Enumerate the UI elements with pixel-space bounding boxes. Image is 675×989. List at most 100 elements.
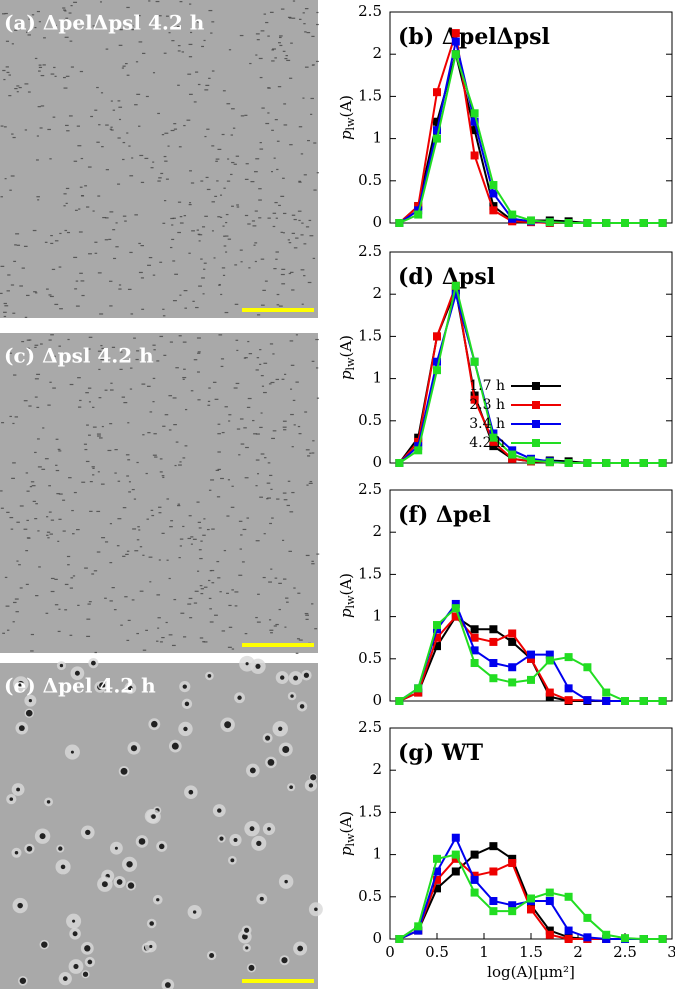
cell: [291, 289, 295, 291]
cell: [264, 280, 268, 282]
cell: [257, 593, 260, 595]
cell: [224, 406, 228, 408]
data-point: [489, 206, 498, 215]
cell: [182, 525, 185, 528]
cell: [208, 489, 212, 491]
cell: [67, 564, 70, 566]
cell: [41, 468, 46, 470]
cell: [107, 449, 112, 452]
cell: [177, 84, 180, 86]
cell: [272, 48, 277, 50]
cell: [244, 927, 250, 933]
cell: [255, 433, 260, 435]
cell: [91, 660, 96, 666]
cell: [217, 148, 222, 150]
cell: [183, 124, 186, 127]
data-point: [451, 604, 460, 613]
cell: [26, 31, 29, 33]
cell: [258, 188, 262, 190]
cell: [310, 774, 317, 781]
cell: [58, 450, 62, 452]
cell: [121, 67, 125, 69]
cell: [164, 132, 169, 134]
cell: [85, 829, 91, 836]
cell: [16, 787, 21, 792]
cell: [104, 389, 108, 391]
cell: [291, 491, 295, 494]
cell: [298, 181, 302, 183]
cell: [56, 493, 60, 495]
cell: [177, 231, 181, 234]
cell: [8, 95, 12, 97]
cell: [126, 74, 130, 76]
cell: [39, 127, 43, 129]
cell: [289, 144, 293, 146]
cell: [96, 510, 101, 513]
cell: [127, 459, 131, 461]
cell: [149, 921, 154, 926]
cell: [18, 725, 25, 732]
cell: [54, 303, 59, 306]
cell: [4, 12, 8, 15]
cell: [218, 283, 221, 286]
cell: [23, 528, 28, 530]
cell: [315, 367, 319, 369]
cell: [299, 704, 305, 709]
cell: [33, 291, 37, 293]
cell: [206, 128, 210, 130]
cell: [44, 458, 49, 460]
data-point: [508, 637, 517, 646]
cell: [203, 262, 207, 264]
cell: [281, 378, 285, 380]
cell: [151, 514, 155, 517]
data-point: [508, 629, 517, 638]
cell: [84, 567, 88, 569]
cell: [153, 433, 157, 435]
cell: [244, 633, 248, 635]
cell: [178, 464, 182, 466]
cell: [139, 154, 144, 157]
cell: [274, 577, 278, 579]
cell: [120, 624, 123, 626]
y-tick-label: 1.5: [358, 86, 382, 104]
cell: [246, 517, 250, 519]
cell: [256, 621, 261, 623]
cell: [84, 185, 88, 187]
cell: [111, 587, 115, 589]
cell: [240, 443, 245, 445]
cell: [144, 157, 149, 160]
cell: [231, 648, 235, 650]
cell: [306, 31, 311, 34]
cell: [92, 25, 96, 27]
cell: [171, 40, 175, 42]
cell: [63, 87, 68, 89]
cell: [309, 480, 313, 483]
cell: [3, 126, 7, 128]
cell: [313, 189, 317, 191]
cell: [138, 41, 143, 43]
cell: [102, 216, 107, 219]
data-point: [508, 454, 517, 463]
cell: [270, 381, 275, 384]
cell: [231, 161, 235, 164]
cell: [189, 202, 192, 204]
data-point: [433, 625, 441, 634]
cell: [48, 485, 51, 487]
data-point: [508, 214, 517, 223]
cell: [55, 464, 58, 466]
y-tick-label: 2: [372, 522, 382, 540]
cell: [113, 257, 117, 260]
cell: [311, 452, 315, 454]
cell: [139, 590, 144, 592]
cell: [14, 851, 19, 855]
cell: [122, 158, 125, 161]
cell: [86, 424, 89, 426]
cell: [68, 12, 72, 14]
cell: [308, 482, 313, 484]
cell: [35, 159, 39, 161]
cell: [226, 103, 231, 105]
cell: [227, 646, 232, 648]
y-tick-label: 2: [372, 284, 382, 302]
cell: [265, 21, 269, 24]
data-point: [508, 446, 517, 455]
